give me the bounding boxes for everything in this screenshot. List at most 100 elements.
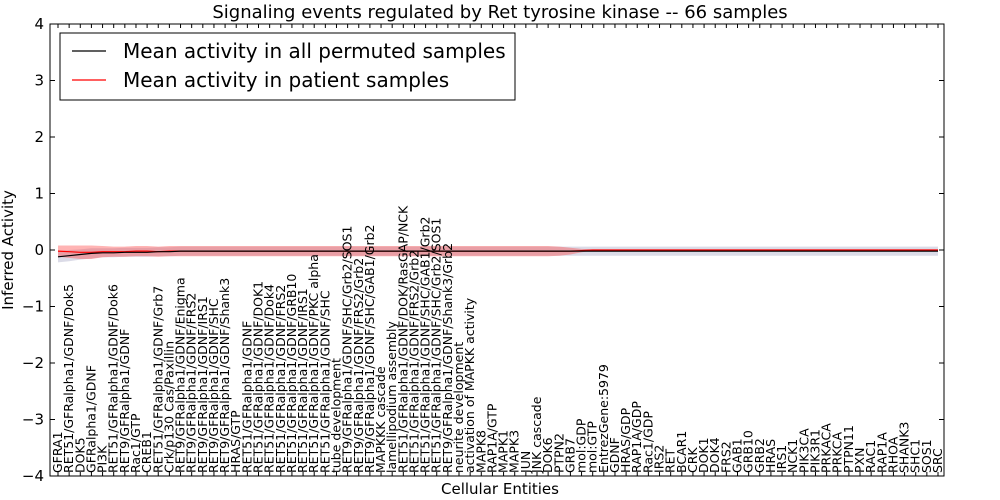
x-tick-label-63: GRB2 <box>752 438 767 473</box>
x-tick-label-19: RET51/GFRalpha1/GDNF/Dok4 <box>262 284 277 473</box>
x-tick-label-30: lamellipodium assembly <box>384 321 399 473</box>
x-tick-label-74: RAP1A <box>874 432 889 473</box>
x-tick-label-26: RET9/GFRalpha1/GDNF/SHC/Grb2/SOS1 <box>340 226 355 473</box>
x-tick-label-56: BCAR1 <box>674 431 689 473</box>
x-tick-label-37: activation of MAPKK activity <box>462 297 477 473</box>
x-tick-label-49: EntrezGene:5979 <box>596 364 611 473</box>
x-tick-label-3: GFRalpha1/GDNF <box>83 365 98 473</box>
x-tick-label-8: CREB1 <box>139 431 154 473</box>
x-tick-label-70: PRKCA <box>830 431 845 472</box>
x-tick-label-25: tube development <box>329 358 344 473</box>
x-tick-label-68: PIK3R1 <box>808 429 823 473</box>
x-tick-label-28: RET9/GFRalpha1/GDNF/SHC/GAB1/Grb2 <box>362 224 377 473</box>
y-tick-label-1: 3 <box>34 72 44 90</box>
x-tick-label-44: DOK6 <box>540 437 555 473</box>
x-tick-label-58: DOK1 <box>696 437 711 473</box>
x-tick-label-40: MAPK1 <box>496 430 511 473</box>
x-tick-label-18: RET51/GFRalpha1/GDNF/DOK1 <box>251 281 266 473</box>
x-axis-label: Cellular Entities <box>441 480 559 498</box>
x-tick-label-24: RET51/GFRalpha1/GDNF/SHC <box>317 290 332 473</box>
x-tick-label-42: JUN <box>518 451 533 474</box>
x-tick-label-0: GFRA1 <box>50 431 65 473</box>
x-tick-label-33: RET51/GFRalpha1/GDNF/SHC/GAB1/Grb2 <box>418 217 433 473</box>
x-tick-label-2: DOK5 <box>72 437 87 473</box>
y-tick-label-3: 1 <box>34 185 44 203</box>
x-tick-label-31: RET51/GFRalpha1/GDNF/DOK/RasGAP/NCK <box>395 205 410 473</box>
x-tick-label-22: RET51/GFRalpha1/GDNF/IRS1 <box>295 288 310 473</box>
x-tick-label-57: CRK <box>685 447 700 473</box>
x-tick-label-9: RET51/GFRalpha1/GDNF/Grb7 <box>150 286 165 473</box>
y-tick-label-7: −3 <box>22 411 44 429</box>
x-tick-label-51: HRAS/GDP <box>618 407 633 473</box>
x-tick-label-21: RET51/GFRalpha1/GDNF/GRB10 <box>284 274 299 473</box>
legend-label-permuted: Mean activity in all permuted samples <box>123 39 506 63</box>
x-tick-label-47: mol:GDP <box>574 418 589 473</box>
x-tick-label-12: RET9/GFRalpha1/GDNF/FRS2 <box>184 293 199 473</box>
x-tick-label-72: PXN <box>852 448 867 473</box>
y-tick-label-0: 4 <box>34 15 44 33</box>
x-tick-label-60: FRS2 <box>718 441 733 473</box>
x-tick-label-36: neurite development <box>451 342 466 473</box>
x-tick-label-53: Rac1/GDP <box>640 411 655 473</box>
x-tick-label-1: RET51/GFRalpha1/GDNF/Dok5 <box>61 284 76 473</box>
x-tick-label-66: NCK1 <box>785 439 800 473</box>
x-tick-label-64: HRAS <box>763 439 778 473</box>
x-tick-label-34: RET51/GFRalpha1/GDNF/SHC/Grb2/SOS1 <box>429 218 444 473</box>
bands-layer <box>58 245 938 263</box>
x-tick-label-73: RAC1 <box>863 440 878 473</box>
x-tick-label-29: MAPKKK cascade <box>373 366 388 473</box>
x-tick-label-48: mol:GTP <box>585 421 600 473</box>
y-tick-label-8: −4 <box>22 467 44 485</box>
x-tick-label-20: RET51/GFRalpha1/GDNF/FRS2 <box>273 285 288 473</box>
series-line-0 <box>57 250 938 258</box>
y-tick-label-4: 0 <box>34 241 44 259</box>
x-tick-label-55: RET <box>663 448 678 473</box>
x-tick-label-39: RAP1A/GTP <box>484 403 499 473</box>
x-tick-label-71: PTPN11 <box>841 425 856 473</box>
y-axis-label: Inferred Activity <box>0 190 17 310</box>
x-tick-label-69: PRKACA <box>819 423 834 473</box>
x-tick-label-43: JNK cascade <box>529 396 544 474</box>
x-tick-label-6: RET9/GFRalpha1/GDNF <box>117 329 132 473</box>
x-tick-label-11: RET9/GFRalpha1/GDNF/Enigma <box>173 277 188 473</box>
x-tick-label-62: GRB10 <box>741 430 756 473</box>
x-tick-label-77: SHC1 <box>908 439 923 473</box>
x-tick-label-46: GRB7 <box>562 438 577 473</box>
x-tick-label-67: PIK3CA <box>796 428 811 473</box>
x-tick-label-15: RET9/GFRalpha1/GDNF/Shank3 <box>217 278 232 473</box>
x-ticks-layer: GFRA1RET51/GFRalpha1/GDNF/Dok5DOK5GFRalp… <box>50 24 945 476</box>
y-ticks-layer: 4 3 2 1 0 −1 −2 −3 −4 <box>22 15 944 485</box>
chart-title: Signaling events regulated by Ret tyrosi… <box>212 2 787 23</box>
y-tick-label-5: −1 <box>22 298 44 316</box>
y-tick-label-2: 2 <box>34 128 44 146</box>
x-tick-label-38: MAPK8 <box>473 430 488 473</box>
x-tick-label-17: RET51/GFRalpha1/GDNF <box>239 321 254 473</box>
x-tick-label-13: RET9/GFRalpha1/GDNF/IRS1 <box>195 296 210 473</box>
x-tick-label-4: PI3K <box>95 445 110 473</box>
lines-layer <box>57 249 938 258</box>
x-tick-label-76: SHANK3 <box>897 422 912 473</box>
x-tick-label-52: RAP1A/GDP <box>629 401 644 473</box>
x-tick-label-23: RET51/GFRalpha1/GDNF/PKC alpha <box>306 254 321 473</box>
legend-box <box>59 32 516 101</box>
x-tick-label-65: IRS1 <box>774 445 789 473</box>
x-tick-label-54: IRS2 <box>652 445 667 473</box>
x-tick-label-75: RHOA <box>885 436 900 473</box>
x-tick-label-79: SRC <box>930 448 945 473</box>
x-tick-label-5: RET51/GFRalpha1/GDNF/Dok6 <box>106 284 121 473</box>
x-tick-label-14: RET9/GFRalpha1/GDNF/SHC <box>206 298 221 473</box>
legend-label-patient: Mean activity in patient samples <box>123 68 449 92</box>
x-tick-label-7: Rac1/GTP <box>128 413 143 473</box>
legend: Mean activity in all permuted samples Me… <box>59 32 516 101</box>
x-tick-label-50: GDNF <box>607 437 622 473</box>
x-tick-label-59: DOK4 <box>707 437 722 473</box>
x-tick-label-41: MAPK3 <box>507 430 522 473</box>
x-tick-label-27: RET9/GFRalpha1/GDNF/FRS2/Grb2 <box>351 258 366 473</box>
x-tick-label-45: PTPN2 <box>551 433 566 473</box>
band-1 <box>58 245 938 259</box>
x-tick-label-10: Crk/p130 Cas/Paxillin <box>161 341 176 473</box>
x-tick-label-78: SOS1 <box>919 439 934 473</box>
x-tick-label-61: GAB1 <box>730 438 745 473</box>
y-tick-label-6: −2 <box>22 354 44 372</box>
